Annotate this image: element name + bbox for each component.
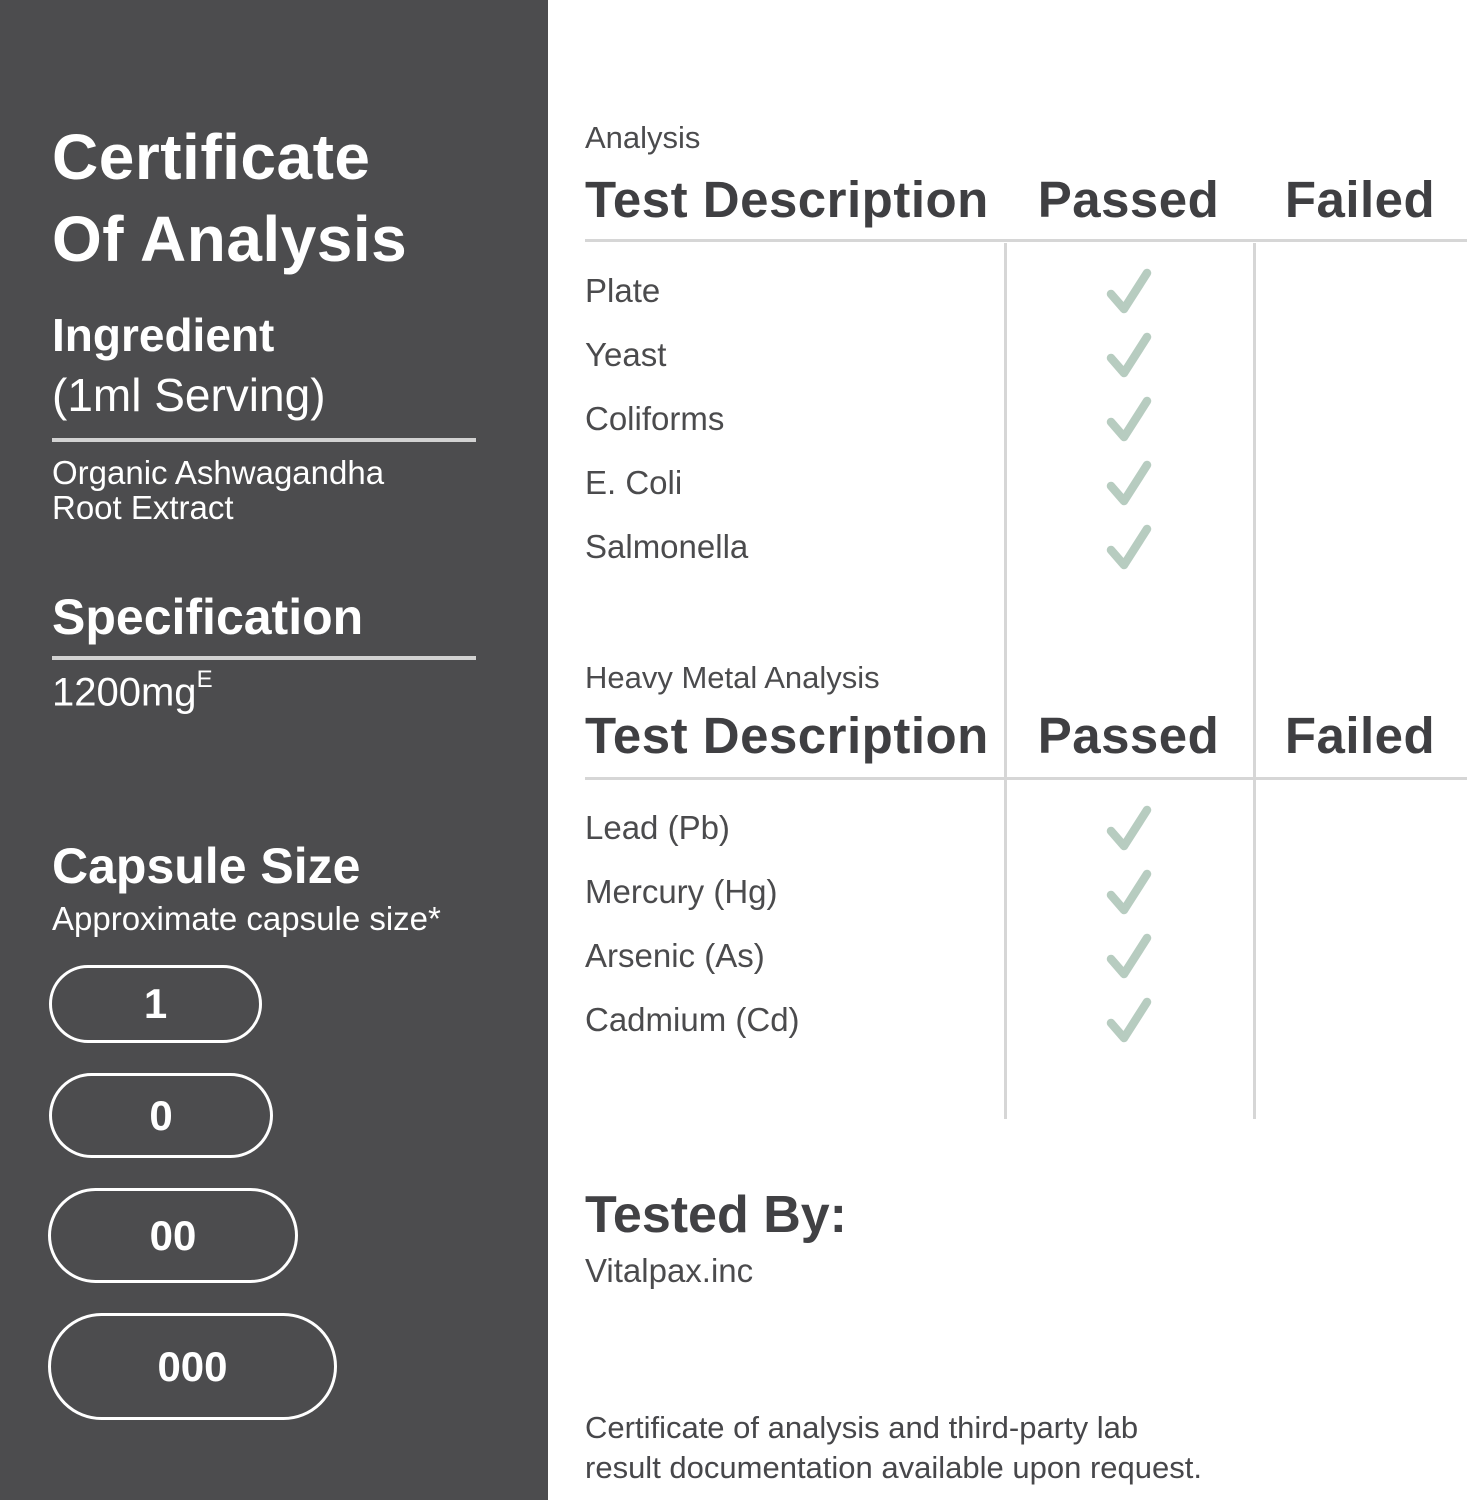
- footer-note-line-1: Certificate of analysis and third-party …: [585, 1410, 1139, 1445]
- table-row: Plate: [585, 259, 1467, 323]
- heavy-metal-section-label: Heavy Metal Analysis: [585, 660, 880, 695]
- page-title-line-1: Certificate: [52, 121, 371, 193]
- capsule-pill-label: 0: [149, 1091, 173, 1139]
- heavy-metal-table-rows: Lead (Pb) Mercury (Hg) Arsenic (As) Cadm…: [585, 796, 1467, 1052]
- footer-note-line-2: result documentation available upon requ…: [585, 1450, 1202, 1485]
- serving-size-label: (1ml Serving): [52, 369, 326, 421]
- capsule-pill-label: 1: [143, 980, 168, 1027]
- ingredient-value-line-1: Organic Ashwagandha: [52, 454, 385, 491]
- row-label: Mercury (Hg): [585, 873, 778, 910]
- column-passed: Passed: [1037, 707, 1220, 764]
- checkmark-icon: [1106, 867, 1152, 917]
- table-row: Salmonella: [585, 515, 1467, 579]
- column-test-description: Test Description: [585, 171, 989, 228]
- heavy-metal-header-row: Test Description Passed Failed: [585, 706, 1467, 765]
- checkmark-icon: [1106, 931, 1152, 981]
- specification-heading: Specification: [52, 589, 364, 645]
- analysis-header-row: Test Description Passed Failed: [585, 170, 1467, 229]
- checkmark-icon: [1106, 266, 1152, 316]
- column-passed: Passed: [1037, 171, 1220, 228]
- analysis-table-rows: Plate Yeast Coliforms E. Coli Salmonella: [585, 259, 1467, 579]
- ingredient-divider: [52, 438, 476, 442]
- capsule-size-subtitle: Approximate capsule size*: [52, 900, 441, 937]
- capsule-size-heading: Capsule Size: [52, 838, 361, 894]
- column-test-description: Test Description: [585, 707, 989, 764]
- table-row: Mercury (Hg): [585, 860, 1467, 924]
- analysis-section-label: Analysis: [585, 120, 701, 155]
- checkmark-icon: [1106, 995, 1152, 1045]
- specification-amount: 1200mg: [52, 670, 197, 715]
- row-label: Plate: [585, 272, 661, 309]
- analysis-header-rule: [585, 239, 1467, 242]
- specification-value: 1200mgE: [52, 666, 213, 715]
- row-label: E. Coli: [585, 464, 683, 501]
- checkmark-icon: [1106, 330, 1152, 380]
- table-row: Lead (Pb): [585, 796, 1467, 860]
- table-row: Cadmium (Cd): [585, 988, 1467, 1052]
- ingredient-heading: Ingredient: [52, 309, 275, 361]
- specification-divider: [52, 656, 476, 660]
- checkmark-icon: [1106, 394, 1152, 444]
- tested-by-value: Vitalpax.inc: [585, 1252, 754, 1289]
- checkmark-icon: [1106, 803, 1152, 853]
- footer-note: Certificate of analysis and third-party …: [585, 1408, 1202, 1488]
- row-label: Arsenic (As): [585, 937, 765, 974]
- capsule-pill-size-1: 1: [49, 965, 262, 1043]
- table-row: Coliforms: [585, 387, 1467, 451]
- checkmark-icon: [1106, 522, 1152, 572]
- page-title: Certificate Of Analysis: [52, 116, 407, 280]
- capsule-pill-size-0: 0: [49, 1073, 273, 1158]
- ingredient-value-line-2: Root Extract: [52, 489, 234, 526]
- capsule-pill-size-00: 00: [48, 1188, 298, 1283]
- tested-by-heading: Tested By:: [585, 1186, 847, 1244]
- page-title-line-2: Of Analysis: [52, 203, 408, 275]
- column-failed: Failed: [1284, 707, 1436, 764]
- checkmark-icon: [1106, 458, 1152, 508]
- table-row: E. Coli: [585, 451, 1467, 515]
- capsule-pill-size-000: 000: [48, 1313, 337, 1420]
- specification-superscript: E: [196, 666, 213, 693]
- column-divider-failed: [1253, 243, 1256, 1119]
- row-label: Cadmium (Cd): [585, 1001, 800, 1038]
- table-row: Yeast: [585, 323, 1467, 387]
- row-label: Lead (Pb): [585, 809, 730, 846]
- right-panel: [548, 0, 1467, 1500]
- row-label: Salmonella: [585, 528, 749, 565]
- capsule-pill-label: 00: [149, 1211, 197, 1259]
- row-label: Yeast: [585, 336, 667, 373]
- table-row: Arsenic (As): [585, 924, 1467, 988]
- heavy-metal-header-rule: [585, 777, 1467, 780]
- column-failed: Failed: [1284, 171, 1436, 228]
- capsule-pill-label: 000: [157, 1342, 228, 1390]
- left-panel: Certificate Of Analysis Ingredient (1ml …: [0, 0, 548, 1500]
- column-divider-passed: [1004, 243, 1007, 1119]
- ingredient-value: Organic Ashwagandha Root Extract: [52, 455, 384, 525]
- row-label: Coliforms: [585, 400, 725, 437]
